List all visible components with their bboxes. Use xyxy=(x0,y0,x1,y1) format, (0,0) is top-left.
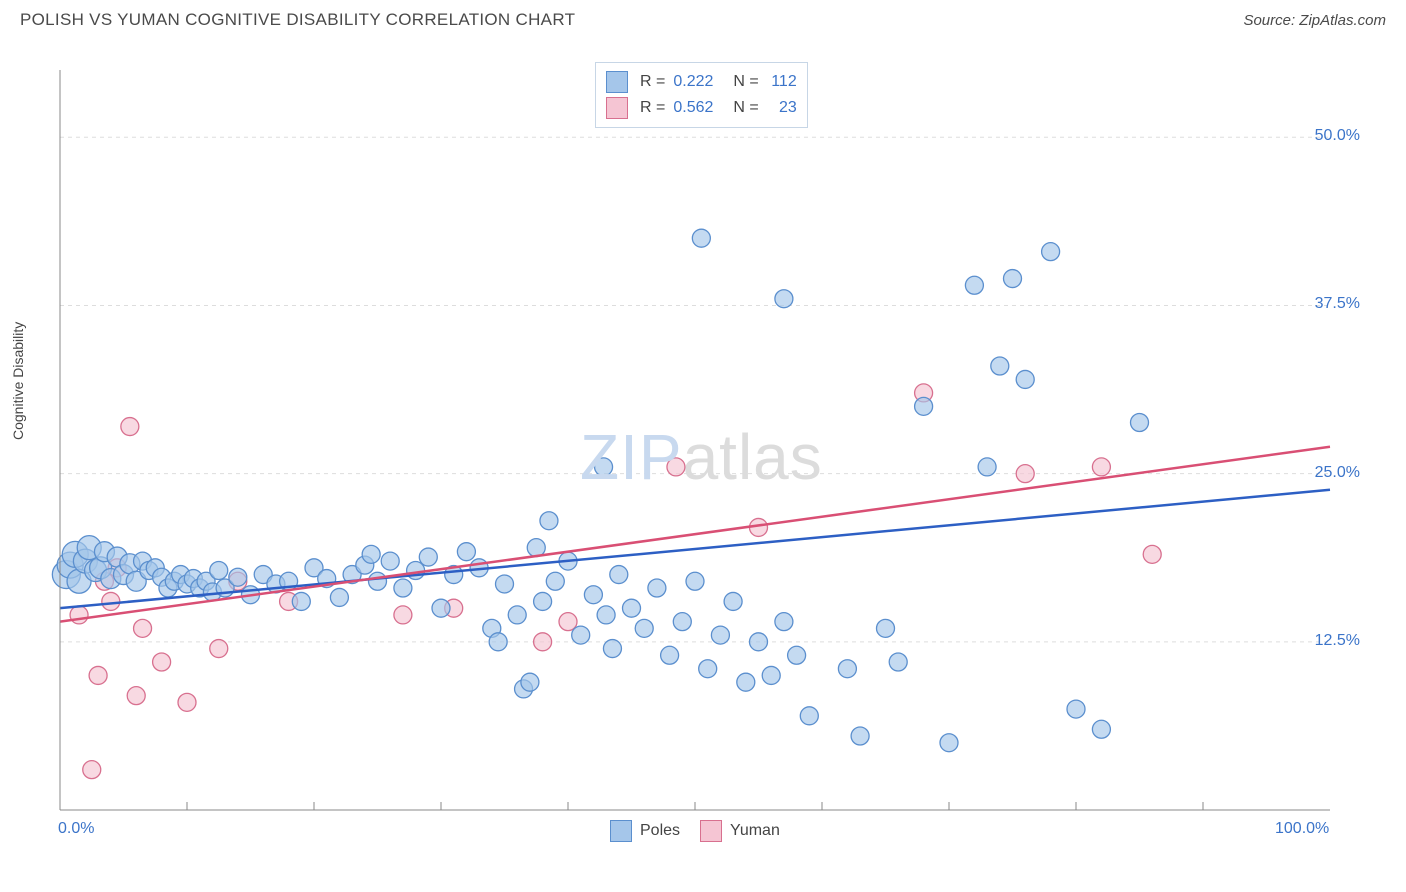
y-tick-label: 12.5% xyxy=(1315,632,1360,650)
stats-legend: R = 0.222 N = 112 R = 0.562 N = 23 xyxy=(595,62,808,128)
series-legend: Poles Yuman xyxy=(610,820,780,842)
legend-n-value: 112 xyxy=(767,73,797,91)
legend-n-value: 23 xyxy=(767,99,797,117)
legend-swatch xyxy=(606,97,628,119)
legend-r-value: 0.222 xyxy=(673,73,713,91)
legend-r-value: 0.562 xyxy=(673,99,713,117)
chart-title: POLISH VS YUMAN COGNITIVE DISABILITY COR… xyxy=(20,10,575,30)
stats-legend-row: R = 0.222 N = 112 xyxy=(606,69,797,95)
source-label: Source: ZipAtlas.com xyxy=(1243,12,1386,29)
legend-r-label: R = xyxy=(640,73,665,91)
chart-area: ZIPatlas R =0.222N =112R =0.562N =23 Pol… xyxy=(50,50,1360,830)
legend-series-label: Yuman xyxy=(730,822,780,840)
series-legend-item: Poles xyxy=(610,820,680,842)
legend-series-label: Poles xyxy=(640,822,680,840)
legend-r-label: R = xyxy=(640,99,665,117)
y-axis-label: Cognitive Disability xyxy=(10,322,26,440)
x-tick-label: 100.0% xyxy=(1275,820,1329,838)
series-legend-item: Yuman xyxy=(700,820,780,842)
legend-n-label: N = xyxy=(733,99,758,117)
scatter-plot xyxy=(50,50,1360,830)
stats-legend-row: R = 0.562 N = 23 xyxy=(606,95,797,121)
y-tick-label: 50.0% xyxy=(1315,127,1360,145)
legend-swatch xyxy=(610,820,632,842)
legend-swatch xyxy=(606,71,628,93)
y-tick-label: 25.0% xyxy=(1315,464,1360,482)
x-tick-label: 0.0% xyxy=(58,820,94,838)
y-tick-label: 37.5% xyxy=(1315,295,1360,313)
legend-swatch xyxy=(700,820,722,842)
legend-n-label: N = xyxy=(733,73,758,91)
